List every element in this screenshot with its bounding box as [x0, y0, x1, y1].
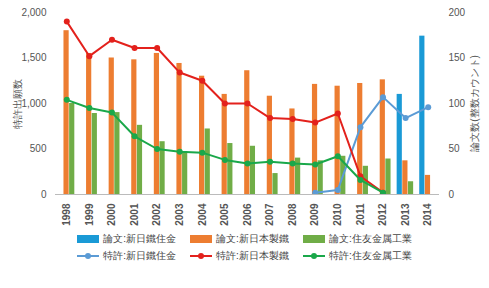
svg-text:1,000: 1,000 [21, 98, 46, 109]
svg-text:特許出願数: 特許出願数 [12, 79, 23, 129]
html-text:特許:新日本製鐵: 特許:新日本製鐵 [216, 250, 289, 261]
svg-text:100: 100 [449, 98, 466, 109]
svg-text:2014: 2014 [422, 203, 433, 226]
svg-text:1,500: 1,500 [21, 52, 46, 63]
html-text:特許:住友金属工業: 特許:住友金属工業 [328, 250, 412, 261]
svg-text:2001: 2001 [129, 203, 140, 226]
svg-text:50: 50 [449, 143, 461, 154]
html-text:特許:新日鐵住金: 特許:新日鐵住金 [103, 250, 177, 261]
svg-text:1998: 1998 [61, 203, 72, 226]
svg-text:150: 150 [449, 52, 466, 63]
svg-text:2006: 2006 [242, 203, 253, 226]
svg-text:2011: 2011 [355, 203, 366, 225]
svg-text:2002: 2002 [151, 203, 162, 226]
svg-text:500: 500 [30, 143, 47, 154]
svg-text:2012: 2012 [377, 203, 388, 226]
svg-text:0: 0 [449, 189, 455, 200]
svg-text:2013: 2013 [400, 203, 411, 226]
html-text:論文:新日本製鐵: 論文:新日本製鐵 [216, 233, 289, 244]
svg-text:2004: 2004 [197, 203, 208, 226]
svg-text:2003: 2003 [174, 203, 185, 226]
svg-text:2,000: 2,000 [21, 7, 46, 18]
svg-text:2010: 2010 [332, 203, 343, 226]
svg-text:1999: 1999 [84, 203, 95, 226]
svg-text:2008: 2008 [287, 203, 298, 226]
svg-text:200: 200 [449, 7, 466, 18]
svg-text:2009: 2009 [309, 203, 320, 226]
svg-text:2000: 2000 [106, 203, 117, 226]
html-text:論文:新日鐵住金: 論文:新日鐵住金 [103, 233, 177, 244]
svg-text:2007: 2007 [264, 203, 275, 226]
svg-text:2005: 2005 [219, 203, 230, 226]
svg-text:論文数(整数カウント): 論文数(整数カウント) [469, 55, 480, 152]
html-text:論文:住友金属工業: 論文:住友金属工業 [328, 233, 412, 244]
svg-text:0: 0 [41, 189, 47, 200]
